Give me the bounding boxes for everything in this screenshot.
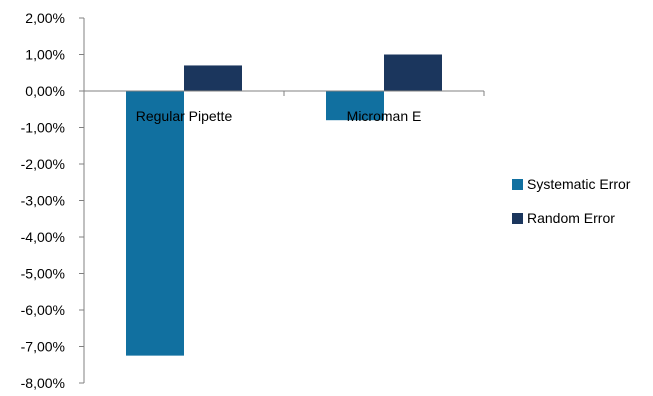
bar-random-error-1 [384,54,442,91]
y-tick-label: -3,00% [21,193,65,209]
category-labels: Regular Pipette Microman E [136,108,422,124]
y-tick-label: -6,00% [21,302,65,318]
y-tick-label: -4,00% [21,229,65,245]
bar-systematic-error-0 [126,91,184,356]
y-tick-label: -2,00% [21,156,65,172]
legend-swatch [512,213,523,224]
y-axis-ticks: 2,00% 1,00% 0,00% -1,00% -2,00% -3,00% -4,00% -… [21,10,65,391]
y-tick-label: -5,00% [21,266,65,282]
y-tick-label: -8,00% [21,375,65,391]
legend-label: Systematic Error [527,176,631,192]
category-label: Microman E [347,108,422,124]
legend-label: Random Error [527,210,615,226]
bars [126,54,442,356]
legend: Systematic Error Random Error [512,176,631,226]
y-tick-label: 2,00% [25,10,65,26]
y-tick-label: -7,00% [21,339,65,355]
y-tick-label: 0,00% [25,83,65,99]
axes [79,17,485,384]
bar-systematic-error-1 [326,91,384,121]
category-label: Regular Pipette [136,108,233,124]
bar-random-error-0 [184,65,242,91]
y-tick-label: 1,00% [25,47,65,63]
legend-swatch [512,179,523,190]
y-tick-label: -1,00% [21,120,65,136]
